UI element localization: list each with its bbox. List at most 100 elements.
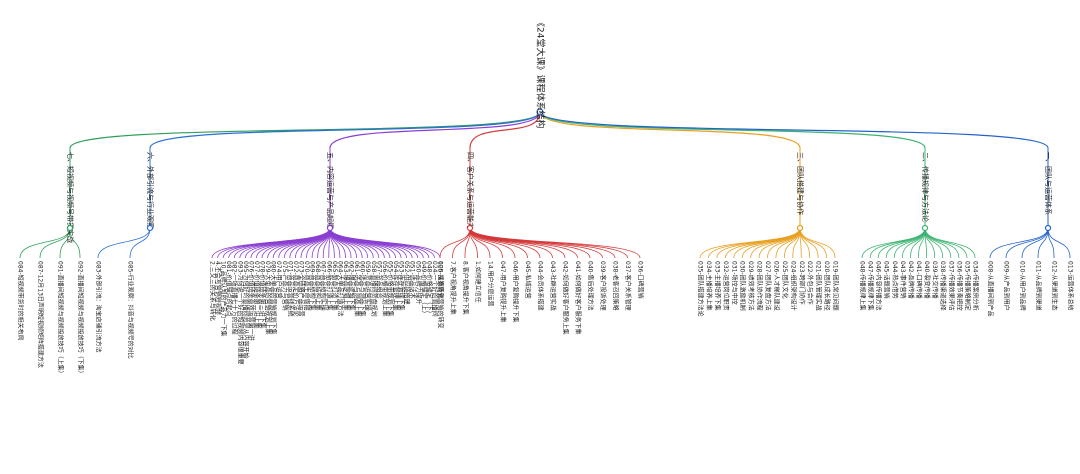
leaf-label: 037-传播效果评估 bbox=[947, 261, 955, 311]
leaf-label: 058-直播间货盘规划 bbox=[370, 261, 378, 317]
leaf-label: 039-社交传播 bbox=[931, 261, 939, 299]
leaf-label: 083-外部引流：淘宝店铺引流方法 bbox=[95, 261, 103, 353]
branch-1-label: 七、短视频与视频号带货实战 bbox=[66, 152, 75, 243]
leaf-label: 045-私域运营 bbox=[524, 261, 532, 299]
branch-4-label: 四、客户关系与运营能力 bbox=[466, 152, 475, 229]
leaf-connector bbox=[989, 227, 1049, 259]
leaf-connector bbox=[775, 227, 801, 259]
leaf-label: 019-团队常见问题 bbox=[832, 261, 840, 311]
leaf-connector bbox=[716, 227, 801, 259]
leaf-label: 033-主播培养下集 bbox=[713, 261, 721, 311]
leaf-label: 041-如何做好客户服务下集 bbox=[574, 261, 582, 335]
leaf-label: 046-用户复购提升下集 bbox=[512, 261, 520, 323]
branch-7-label: 一、团队与运营体系 bbox=[1044, 152, 1053, 215]
leaf-label: 030-团队激励机制 bbox=[739, 261, 747, 311]
leaf-label: 048-价格锚定（下） bbox=[425, 261, 433, 317]
branch-3-hub[interactable] bbox=[326, 224, 334, 232]
leaf-connector bbox=[439, 227, 471, 259]
connector-lines bbox=[19, 111, 1071, 259]
leaf-label: 025-团队文化 bbox=[781, 261, 789, 299]
leaf-label: 044-热点借势 bbox=[891, 261, 899, 299]
leaf-label: 034-主播培养上集 bbox=[705, 261, 713, 311]
leaf-label: 061-选品与测品上集 bbox=[353, 261, 361, 317]
leaf-label: 100-从销售到营销的转变 bbox=[437, 261, 445, 329]
leaf-label: 037-客户关系管理 bbox=[624, 261, 632, 311]
leaf-label: 073-全链路产品运营 bbox=[297, 261, 305, 317]
branch-3-connector bbox=[329, 111, 541, 149]
leaf-label: 049-价格锚定（上） bbox=[420, 261, 428, 317]
branch-1-hub[interactable] bbox=[66, 224, 74, 232]
leaf-label: 093-为何说一个好的短视频内容很重要 bbox=[236, 261, 244, 365]
leaf-label: 054-库存管理上集 bbox=[392, 261, 400, 311]
leaf-label: 010-从用户到品牌 bbox=[1019, 261, 1027, 311]
leaf-label: 078-价值链条第三讲下集 bbox=[259, 261, 267, 329]
leaf-label: 052-供应链搭建 bbox=[403, 261, 411, 305]
leaf-label: 7.客户视角提升上集 bbox=[449, 261, 457, 315]
leaf-label: 024-一个好的直播间 bbox=[431, 261, 439, 317]
leaf-label: 026-人才梯队建设 bbox=[772, 261, 780, 311]
leaf-label: 084-短视频带货时的相关布局 bbox=[17, 261, 25, 341]
leaf-label: 091-直播间短视频与视频投放技巧（上集） bbox=[57, 261, 65, 377]
leaf-connector bbox=[1037, 227, 1049, 259]
branch-5-hub[interactable] bbox=[796, 224, 804, 232]
branch-3-label: 五、内容运营与产品起爆 bbox=[326, 152, 335, 229]
leaf-label: 031-场控与中控 bbox=[730, 261, 738, 305]
branch-2-hub[interactable] bbox=[146, 224, 154, 232]
leaf-label: 012-从渠道到生态 bbox=[1051, 261, 1059, 311]
leaf-label: 066-新品打造上集 bbox=[325, 261, 333, 311]
root-node-label: 《24堂大课》课程体系结构 bbox=[535, 18, 547, 128]
leaf-label: 079-大单品的营销规划上集 bbox=[264, 261, 272, 335]
leaf-label: 064-大单品打造方法 bbox=[336, 261, 344, 317]
branch-7-connector bbox=[539, 111, 1049, 149]
leaf-label: 035-团队搭建方法论 bbox=[697, 261, 705, 317]
branch-5-label: 三、团队搭建与协作 bbox=[796, 152, 805, 215]
leaf-label: 028-团队协作流程 bbox=[756, 261, 764, 311]
leaf-label: 040-裂变传播 bbox=[923, 261, 931, 299]
leaf-label: 022-外包与合作 bbox=[806, 261, 814, 305]
leaf-label: 087-12月13日声明短视频矩阵搭建方法 bbox=[37, 261, 45, 368]
leaf-label: 077-价值链条第二讲上集 bbox=[253, 261, 261, 329]
leaf-label: 071-商品运营线系统 bbox=[286, 261, 294, 317]
leaf-label: 063-爆品逻辑上集 bbox=[342, 261, 350, 311]
leaf-connector bbox=[708, 227, 801, 259]
branch-4-connector bbox=[469, 111, 541, 149]
leaf-label: 048-传播规律上集 bbox=[859, 261, 867, 311]
branch-2-label: 六、外部引流与行业观察 bbox=[146, 152, 155, 229]
leaf-label: 024-组织架构设计 bbox=[789, 261, 797, 311]
branch-7-hub[interactable] bbox=[1044, 224, 1052, 232]
branch-6-label: 二、传播规律与方法论 bbox=[921, 152, 930, 222]
leaf-connector bbox=[1021, 227, 1049, 259]
leaf-label: 057-货品组合 bbox=[375, 261, 383, 299]
leaf-label: 034-传播案例分析 bbox=[972, 261, 980, 311]
branch-1-connector bbox=[69, 111, 541, 149]
leaf-label: 2.三又三的关系与转化 bbox=[209, 261, 217, 321]
leaf-label: 053-库存管理下集 bbox=[398, 261, 406, 311]
leaf-connector bbox=[758, 227, 801, 259]
leaf-connector bbox=[924, 227, 976, 259]
leaf-label: 029-绩效考核方法 bbox=[747, 261, 755, 311]
leaf-label: 011-从品牌到渠道 bbox=[1035, 261, 1043, 311]
leaf-label: 021-团队管理实战 bbox=[815, 261, 823, 311]
leaf-label: 008-从直播间到产品 bbox=[987, 261, 995, 317]
leaf-label: 041-口碑传播 bbox=[915, 261, 923, 299]
branch-6-hub[interactable] bbox=[921, 224, 929, 232]
leaf-label: 069-商品结构下集 bbox=[309, 261, 317, 311]
leaf-label: 036-传播节奏把控 bbox=[955, 261, 963, 311]
leaf-label: 027-团队复盘方法 bbox=[764, 261, 772, 311]
leaf-label: 040-售后处理方法 bbox=[587, 261, 595, 311]
root-node-dot[interactable] bbox=[536, 108, 544, 116]
leaf-label: 081-价值锚点的起点 bbox=[225, 261, 233, 317]
leaf-connector bbox=[39, 227, 71, 259]
leaf-label: 023-跨部门协作 bbox=[798, 261, 806, 305]
leaf-connector bbox=[924, 227, 968, 259]
leaf-connector bbox=[877, 227, 926, 259]
leaf-label: 047-传播规律下集 bbox=[867, 261, 875, 311]
leaf-label: 065-新品打造下集 bbox=[331, 261, 339, 311]
leaf-label: 045-话题营销 bbox=[883, 261, 891, 299]
leaf-label: 059-货品运营实操 bbox=[364, 261, 372, 311]
leaf-connector bbox=[69, 227, 81, 259]
branch-5-connector bbox=[539, 111, 801, 149]
leaf-connector bbox=[329, 227, 441, 259]
leaf-label: 051-选品话术 bbox=[409, 261, 417, 299]
branch-4-hub[interactable] bbox=[466, 224, 474, 232]
